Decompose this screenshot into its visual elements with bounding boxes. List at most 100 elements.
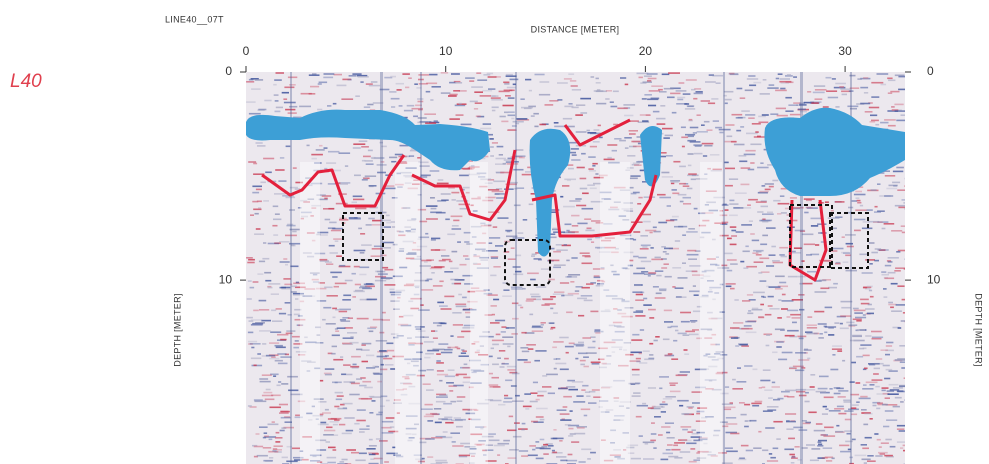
texture-dash xyxy=(745,420,748,422)
texture-dash xyxy=(441,308,452,310)
texture-dash xyxy=(386,400,390,402)
texture-dash xyxy=(346,449,356,451)
texture-dash xyxy=(500,366,505,368)
texture-dash xyxy=(331,230,341,232)
texture-dash xyxy=(592,363,600,365)
texture-dash xyxy=(587,132,596,134)
texture-dash xyxy=(863,355,870,357)
texture-dash xyxy=(641,261,651,263)
texture-dash xyxy=(507,346,510,348)
texture-dash xyxy=(898,76,907,78)
texture-dash xyxy=(347,332,357,334)
texture-dash xyxy=(807,91,811,93)
texture-dash xyxy=(346,430,354,432)
texture-dash xyxy=(806,254,812,256)
texture-dash xyxy=(762,185,766,187)
texture-dash xyxy=(598,125,601,127)
texture-dash xyxy=(323,77,333,79)
texture-dash xyxy=(633,162,640,164)
texture-dash xyxy=(896,251,900,253)
texture-dash xyxy=(586,283,594,285)
texture-dash xyxy=(514,205,521,207)
texture-dash xyxy=(701,124,705,126)
texture-dash xyxy=(359,453,367,455)
texture-dash xyxy=(697,114,701,116)
texture-dash xyxy=(886,369,893,371)
texture-dash xyxy=(623,104,635,106)
texture-dash xyxy=(673,161,680,163)
texture-dash xyxy=(633,273,644,275)
texture-dash xyxy=(289,209,295,211)
texture-dash xyxy=(560,369,569,371)
texture-dash xyxy=(779,282,786,284)
texture-dash xyxy=(815,291,827,293)
texture-dash xyxy=(886,342,893,344)
texture-dash xyxy=(653,111,660,113)
texture-dash xyxy=(688,228,695,230)
texture-dash xyxy=(787,310,798,312)
texture-dash xyxy=(594,90,604,92)
texture-dash xyxy=(281,383,288,385)
texture-dash xyxy=(505,230,512,232)
texture-dash xyxy=(571,159,580,161)
texture-dash xyxy=(897,391,905,393)
texture-dash xyxy=(671,449,680,451)
texture-dash xyxy=(757,167,769,169)
texture-dash xyxy=(334,434,338,436)
texture-dash xyxy=(483,123,491,125)
texture-dash xyxy=(280,287,287,289)
texture-dash xyxy=(815,98,823,100)
texture-dash xyxy=(769,84,775,86)
texture-dash xyxy=(664,88,674,90)
texture-dash xyxy=(516,118,527,120)
y-axis-label: DEPTH [METER] xyxy=(172,293,182,366)
texture-dash xyxy=(885,175,895,177)
texture-dash xyxy=(541,322,546,324)
texture-dash xyxy=(830,369,838,371)
texture-dash xyxy=(275,437,283,439)
texture-dash xyxy=(503,343,514,345)
texture-dash xyxy=(246,101,256,103)
texture-dash xyxy=(269,439,273,441)
texture-dash xyxy=(678,333,687,335)
texture-dash xyxy=(253,310,259,312)
texture-dash xyxy=(529,314,533,316)
texture-dash xyxy=(835,106,839,108)
texture-dash xyxy=(873,373,879,375)
texture-dash xyxy=(589,391,596,393)
texture-dash xyxy=(342,459,348,461)
texture-dash xyxy=(806,207,813,209)
texture-dash xyxy=(503,440,510,442)
texture-dash xyxy=(807,324,817,326)
texture-dash xyxy=(534,360,540,362)
texture-dash xyxy=(904,185,915,187)
texture-dash xyxy=(563,118,572,120)
texture-dash xyxy=(691,321,696,323)
texture-dash xyxy=(672,189,677,191)
texture-dash xyxy=(729,200,734,202)
texture-dash xyxy=(497,454,500,456)
texture-fade xyxy=(300,162,320,464)
texture-dash xyxy=(567,180,571,182)
texture-dash xyxy=(444,271,453,273)
texture-dash xyxy=(634,164,642,166)
texture-dash xyxy=(533,113,539,115)
texture-dash xyxy=(508,258,516,260)
texture-dash xyxy=(522,174,533,176)
texture-dash xyxy=(292,336,300,338)
texture-dash xyxy=(434,408,441,410)
texture-dash xyxy=(391,221,395,223)
texture-dash xyxy=(288,390,298,392)
texture-dash xyxy=(804,244,815,246)
texture-dash xyxy=(430,99,433,101)
texture-dash xyxy=(764,389,772,391)
texture-dash xyxy=(780,88,785,90)
texture-dash xyxy=(535,350,546,352)
texture-dash xyxy=(852,200,858,202)
texture-dash xyxy=(820,288,829,290)
texture-dash xyxy=(586,352,597,354)
texture-dash xyxy=(399,105,403,107)
texture-dash xyxy=(593,141,600,143)
texture-dash xyxy=(333,449,337,451)
texture-dash xyxy=(777,115,788,117)
